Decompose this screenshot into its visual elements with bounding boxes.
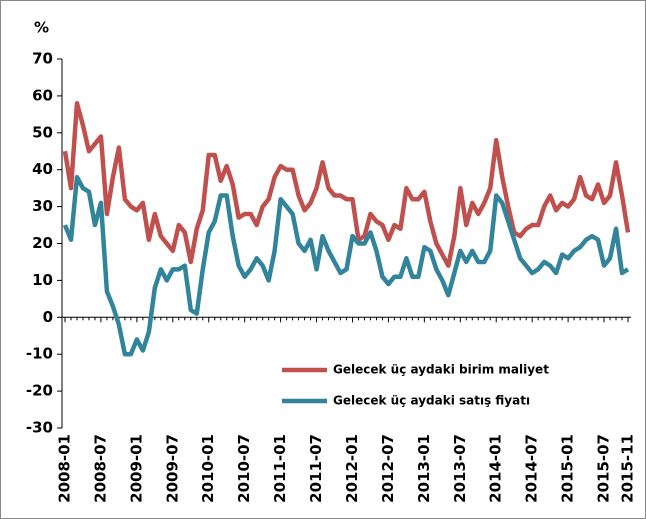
x-tick-label: 2009-07 [163, 434, 181, 503]
x-tick-label: 2011-07 [307, 434, 325, 503]
x-tick-label: 2008-01 [56, 434, 74, 503]
x-tick-label: 2013-07 [451, 434, 469, 503]
x-tick-label: 2012-07 [379, 434, 397, 503]
y-tick-label: 0 [43, 308, 53, 326]
x-tick-label: 2010-07 [235, 434, 253, 503]
y-tick-label: 30 [32, 197, 53, 215]
x-tick-label: 2015-01 [559, 434, 577, 503]
y-tick-label: 70 [32, 50, 53, 68]
x-tick-label: 2010-01 [199, 434, 217, 503]
x-tick-label: 2011-01 [271, 434, 289, 503]
y-tick-label: 40 [32, 160, 53, 178]
x-tick-label: 2009-01 [127, 434, 145, 503]
x-tick-label: 2015-07 [595, 434, 613, 503]
y-tick-label: -30 [26, 419, 53, 437]
x-tick-label: 2014-01 [487, 434, 505, 503]
x-tick-label: 2013-01 [415, 434, 433, 503]
x-tick-label: 2014-07 [523, 434, 541, 503]
series-line [62, 101, 631, 268]
x-tick-label: 2008-07 [91, 434, 109, 503]
x-tick-label: 2015-11 [619, 434, 637, 503]
x-tick-label: 2012-01 [343, 434, 361, 503]
y-tick-label: 20 [32, 234, 53, 252]
y-tick-label: -10 [26, 345, 53, 363]
y-tick-label: 10 [32, 271, 53, 289]
legend-label: Gelecek üç aydaki birim maliyet [333, 363, 549, 377]
legend-label: Gelecek üç aydaki satış fiyatı [333, 394, 530, 408]
y-tick-label: 60 [32, 86, 53, 104]
y-tick-label: -20 [26, 382, 53, 400]
y-unit-label: % [34, 19, 49, 37]
y-tick-label: 50 [32, 123, 53, 141]
series-line [62, 174, 630, 357]
